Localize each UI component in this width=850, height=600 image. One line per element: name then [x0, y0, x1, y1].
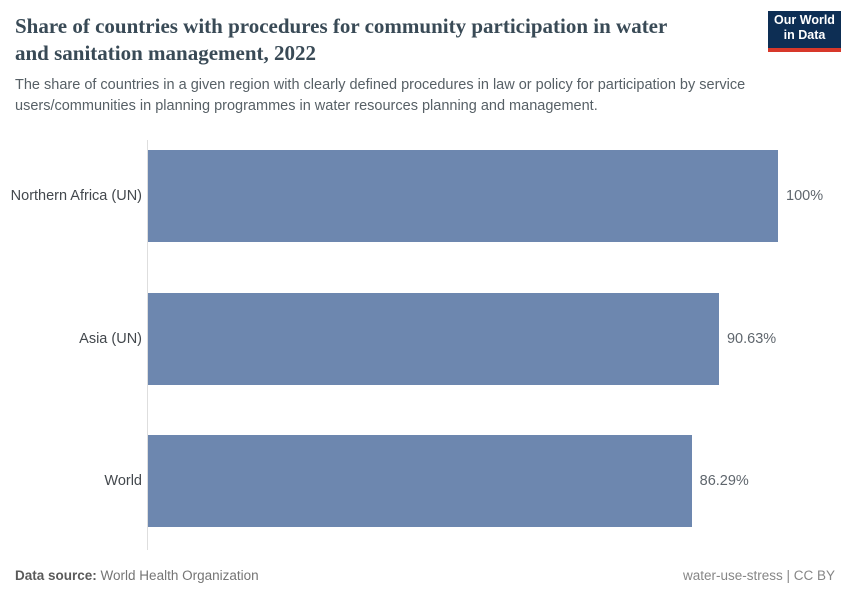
bar[interactable] [148, 292, 719, 385]
category-label: Northern Africa (UN) [10, 188, 142, 204]
bar-row: World 86.29% [0, 435, 850, 527]
data-source-label: Data source: [15, 568, 97, 583]
data-source-value: World Health Organization [100, 568, 259, 583]
chart-footer: Data source: World Health Organization w… [15, 568, 835, 583]
chart-subtitle: The share of countries in a given region… [15, 77, 746, 114]
chart-title: Share of countries with procedures for c… [15, 14, 667, 65]
license-note[interactable]: water-use-stress | CC BY [682, 568, 835, 583]
value-label: 90.63% [726, 330, 777, 347]
value-label: 86.29% [699, 473, 749, 489]
bar-row: Northern Africa (UN) 100% [0, 150, 850, 242]
owid-logo[interactable]: Our World in Data [768, 11, 841, 52]
bar-chart-plot: Northern Africa (UN) 100% Asia (UN) 90.6… [0, 140, 850, 555]
owid-logo-line2: in Data [783, 27, 826, 42]
bar[interactable] [148, 435, 692, 527]
bar-row: Asia (UN) 90.63% [0, 292, 850, 385]
y-axis-line [147, 140, 148, 550]
category-label: World [104, 473, 142, 489]
data-source: Data source: World Health Organization [15, 568, 259, 583]
owid-logo-line1: Our World [774, 12, 835, 27]
bar[interactable] [148, 150, 778, 242]
value-label: 100% [786, 188, 824, 204]
category-label: Asia (UN) [79, 330, 142, 347]
